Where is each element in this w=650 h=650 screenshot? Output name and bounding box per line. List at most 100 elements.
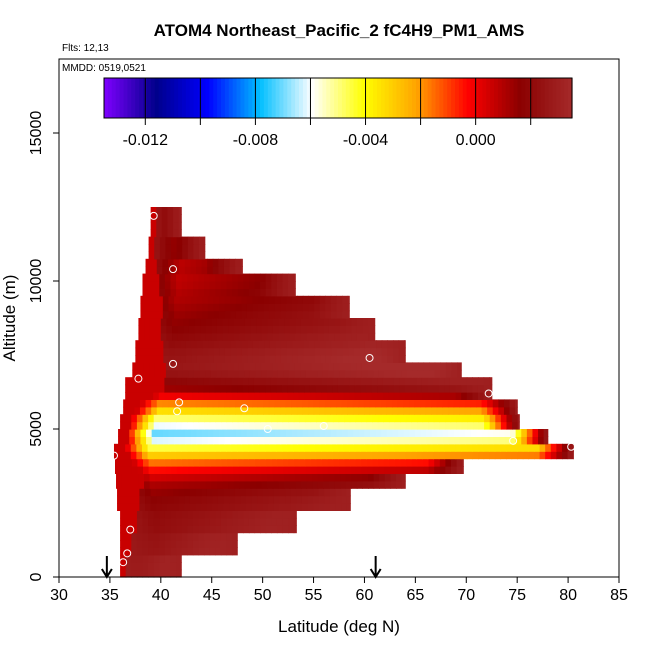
heatmap-cell xyxy=(367,466,374,474)
heatmap-cell xyxy=(167,495,174,504)
heatmap-cell xyxy=(139,495,146,504)
heatmap-cell xyxy=(223,406,231,415)
heatmap-cell xyxy=(289,362,296,371)
heatmap-cell xyxy=(183,473,190,482)
heatmap-cell xyxy=(181,517,188,526)
heatmap-cell xyxy=(131,525,138,534)
heatmap-cell xyxy=(173,503,180,511)
heatmap-cell xyxy=(147,392,154,400)
heatmap-cell xyxy=(176,236,183,245)
heatmap-cell xyxy=(347,295,350,304)
heatmap-cell xyxy=(292,347,299,356)
heatmap-cell xyxy=(259,377,266,386)
heatmap-cell xyxy=(257,488,264,497)
heatmap-cell xyxy=(187,251,194,260)
heatmap-cell xyxy=(141,392,149,400)
heatmap-cell xyxy=(350,466,357,474)
heatmap-cell xyxy=(298,451,305,460)
heatmap-cell xyxy=(263,295,270,304)
heatmap-cell xyxy=(464,406,471,415)
heatmap-cell xyxy=(302,399,309,408)
heatmap-cell xyxy=(179,303,186,312)
heatmap-cell xyxy=(444,384,451,393)
heatmap-cell xyxy=(131,510,138,519)
heatmap-cell xyxy=(332,414,340,423)
heatmap-cell xyxy=(274,303,282,312)
heatmap-cell xyxy=(335,503,342,511)
colorbar-segment xyxy=(388,78,394,118)
heatmap-cell xyxy=(498,406,505,415)
heatmap-cell xyxy=(157,310,164,319)
heatmap-cell xyxy=(431,436,438,445)
heatmap-cell xyxy=(148,414,155,423)
heatmap-cell xyxy=(286,355,293,363)
heatmap-cell xyxy=(177,325,184,334)
heatmap-cell xyxy=(290,503,297,511)
heatmap-cell xyxy=(221,466,228,474)
heatmap-cell xyxy=(329,503,337,511)
heatmap-cell xyxy=(212,399,219,408)
colorbar-segment xyxy=(170,78,175,118)
heatmap-cell xyxy=(332,384,339,393)
heatmap-cell xyxy=(423,466,430,474)
heatmap-cell xyxy=(183,318,190,326)
heatmap-cell xyxy=(365,443,373,452)
heatmap-cell xyxy=(399,384,406,393)
heatmap-cell xyxy=(125,443,132,452)
heatmap-cell xyxy=(269,436,276,445)
heatmap-cell xyxy=(409,429,416,437)
heatmap-cell xyxy=(393,384,401,393)
heatmap-cell xyxy=(266,466,273,474)
heatmap-cell xyxy=(365,451,373,460)
heatmap-cell xyxy=(162,429,170,437)
heatmap-cell xyxy=(410,443,417,452)
heatmap-cell xyxy=(274,399,281,408)
heatmap-cell xyxy=(398,429,405,437)
heatmap-cell xyxy=(492,406,499,415)
heatmap-cell xyxy=(170,510,177,519)
heatmap-cell xyxy=(477,384,485,393)
heatmap-cell xyxy=(185,310,192,319)
heatmap-cell xyxy=(477,392,485,400)
heatmap-cell xyxy=(204,281,211,289)
heatmap-cell xyxy=(556,451,563,460)
colorbar-segment xyxy=(466,78,472,118)
heatmap-cell xyxy=(354,443,361,452)
heatmap-cell xyxy=(272,362,279,371)
heatmap-cell xyxy=(322,466,329,474)
heatmap-cell xyxy=(376,355,383,363)
heatmap-cell xyxy=(364,436,371,445)
heatmap-cell xyxy=(167,266,175,275)
heatmap-cell xyxy=(230,429,237,437)
heatmap-cell xyxy=(176,288,183,297)
heatmap-cell xyxy=(136,554,144,563)
heatmap-cell xyxy=(297,347,304,356)
heatmap-cell xyxy=(189,495,197,504)
heatmap-cell xyxy=(382,451,389,460)
heatmap-cell xyxy=(263,429,270,437)
heatmap-cell xyxy=(384,369,391,378)
heatmap-cell xyxy=(134,399,141,408)
heatmap-cell xyxy=(152,340,159,349)
heatmap-cell xyxy=(300,332,308,341)
heatmap-cell xyxy=(142,540,149,548)
heatmap-cell xyxy=(353,429,360,437)
heatmap-cell xyxy=(286,295,293,304)
heatmap-cell xyxy=(406,458,413,467)
flights-label: Flts: 12,13 xyxy=(62,43,109,54)
heatmap-cell xyxy=(202,340,209,349)
heatmap-cell xyxy=(181,414,188,423)
heatmap-cell xyxy=(169,451,177,460)
heatmap-cell xyxy=(317,325,324,334)
heatmap-cell xyxy=(269,347,276,356)
heatmap-cell xyxy=(181,525,188,534)
heatmap-cell xyxy=(271,458,278,467)
heatmap-cell xyxy=(255,362,262,371)
heatmap-cell xyxy=(383,421,390,430)
colorbar-segment xyxy=(384,78,390,118)
heatmap-cell xyxy=(261,325,268,334)
heatmap-cell xyxy=(159,414,166,423)
heatmap-cell xyxy=(133,488,141,497)
colorbar-segment xyxy=(127,78,132,118)
heatmap-cell xyxy=(304,421,312,430)
